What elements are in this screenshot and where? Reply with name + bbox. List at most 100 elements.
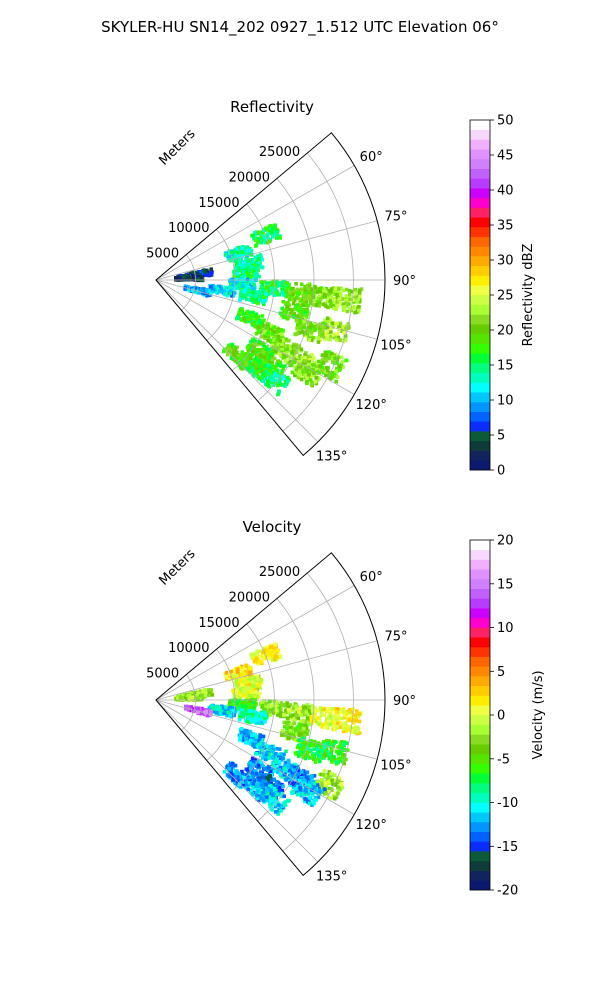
echo-pixel: [316, 716, 320, 720]
echo-pixel: [242, 260, 246, 264]
echo-pixel: [286, 317, 290, 321]
echo-pixel: [315, 752, 319, 756]
echo-pixel: [297, 717, 301, 721]
echo-pixel: [286, 380, 290, 384]
echo-pixel: [238, 311, 242, 315]
echo-pixel: [286, 716, 290, 720]
echo-pixel: [291, 350, 295, 354]
echo-pixel: [332, 333, 336, 337]
echo-pixel: [247, 317, 251, 321]
colorbar-tick-label: 30: [497, 254, 514, 269]
echo-pixel: [275, 655, 279, 659]
reflectivity-colorbar-bands: [470, 120, 490, 470]
echo-pixel: [336, 792, 340, 796]
colorbar-band: [470, 402, 490, 412]
echo-pixel: [287, 736, 291, 740]
echo-pixel: [249, 738, 253, 742]
echo-pixel: [260, 258, 264, 262]
echo-pixel: [288, 291, 292, 295]
echo-pixel: [250, 353, 254, 357]
echo-pixel: [326, 317, 330, 321]
echo-pixel: [256, 348, 260, 352]
echo-pixel: [245, 733, 249, 737]
colorbar-tick-label: 35: [497, 219, 514, 234]
echo-pixel: [294, 282, 298, 286]
echo-pixel: [287, 708, 291, 712]
colorbar-band: [470, 285, 490, 295]
echo-pixel: [285, 289, 289, 293]
radial-tick-label: 25000: [259, 145, 300, 160]
echo-pixel: [240, 730, 244, 734]
echo-pixel: [222, 712, 226, 716]
echo-pixel: [278, 236, 282, 240]
echo-pixel: [282, 300, 286, 304]
echo-cell: [250, 643, 283, 666]
echo-pixel: [251, 313, 255, 317]
echo-pixel: [322, 708, 326, 712]
echo-pixel: [273, 330, 277, 334]
echo-pixel: [322, 303, 326, 307]
colorbar-band: [470, 246, 490, 256]
echo-pixel: [328, 338, 332, 342]
echo-pixel: [291, 714, 295, 718]
echo-pixel: [256, 684, 260, 688]
echo-pixel: [299, 723, 303, 727]
echo-pixel: [282, 339, 286, 343]
echo-pixel: [332, 755, 336, 759]
echo-pixel: [238, 718, 242, 722]
echo-pixel: [308, 325, 312, 329]
echo-pixel: [330, 779, 334, 783]
echo-pixel: [284, 359, 288, 363]
echo-pixel: [250, 734, 254, 738]
echo-pixel: [266, 331, 270, 335]
echo-pixel: [348, 307, 352, 311]
echo-pixel: [307, 373, 311, 377]
echo-pixel: [338, 301, 342, 305]
echo-pixel: [285, 778, 289, 782]
colorbar-band: [470, 314, 490, 324]
echo-pixel: [304, 711, 308, 715]
echo-pixel: [179, 696, 183, 700]
echo-pixel: [302, 308, 306, 312]
echo-pixel: [299, 788, 303, 792]
colorbar-tick-label: 20: [497, 324, 514, 339]
colorbar-band: [470, 169, 490, 179]
colorbar-band: [470, 353, 490, 363]
echo-pixel: [254, 690, 258, 694]
echo-pixel: [244, 737, 248, 741]
echo-pixel: [240, 673, 244, 677]
echo-pixel: [245, 363, 249, 367]
echo-pixel: [294, 306, 298, 310]
echo-pixel: [295, 713, 299, 717]
echo-pixel: [348, 718, 352, 722]
echo-pixel: [251, 653, 255, 657]
echo-pixel: [253, 684, 257, 688]
echo-pixel: [211, 693, 215, 697]
echo-pixel: [228, 714, 232, 718]
echo-pixel: [356, 730, 360, 734]
velocity-title: Velocity: [243, 518, 302, 536]
echo-pixel: [300, 287, 304, 291]
echo-pixel: [307, 286, 311, 290]
echo-pixel: [336, 721, 340, 725]
echo-pixel: [308, 781, 312, 785]
echo-pixel: [306, 304, 310, 308]
echo-pixel: [208, 688, 212, 692]
echo-pixel: [255, 735, 259, 739]
echo-pixel: [206, 274, 210, 278]
echo-pixel: [257, 264, 261, 268]
echo-pixel: [317, 340, 321, 344]
echo-pixel: [292, 361, 296, 365]
echo-pixel: [293, 346, 297, 350]
echo-pixel: [209, 271, 213, 275]
echo-pixel: [316, 747, 320, 751]
echo-pixel: [288, 286, 292, 290]
echo-pixel: [267, 710, 271, 714]
reflectivity-colorbar-label: Reflectivity dBZ: [521, 244, 536, 347]
echo-pixel: [320, 778, 324, 782]
echo-pixel: [243, 289, 247, 293]
theta-tick-label: 60°: [360, 150, 383, 165]
echo-pixel: [202, 269, 206, 273]
echo-pixel: [201, 689, 205, 693]
